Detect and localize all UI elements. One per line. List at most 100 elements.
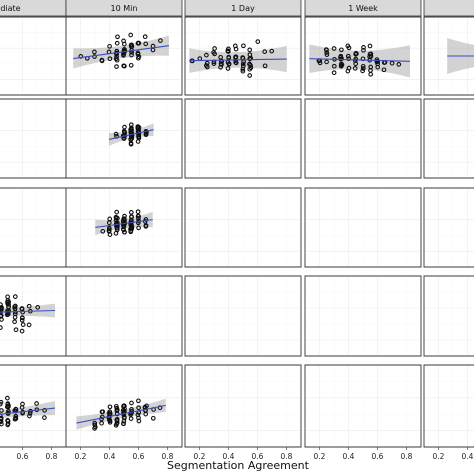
scatter-point: [233, 46, 239, 52]
scatter-point: [0, 310, 3, 316]
scatter-point: [226, 61, 232, 67]
scatter-point: [331, 63, 337, 69]
facet-panel: [65, 275, 183, 357]
facet-panel: [184, 275, 302, 357]
scatter-point: [143, 41, 149, 47]
scatter-point: [121, 403, 127, 409]
x-tick-label: 0.2: [194, 452, 206, 461]
scatter-point: [128, 416, 134, 421]
scatter-point: [361, 45, 366, 50]
scatter-point: [0, 313, 4, 318]
scatter-point: [20, 322, 26, 327]
scatter-point: [107, 56, 113, 62]
facet-strip: 1 Day: [184, 0, 302, 17]
facet-strip: 1: [423, 0, 474, 17]
scatter-point: [368, 54, 374, 59]
scatter-point: [368, 51, 374, 57]
scatter-point: [13, 327, 19, 333]
panel-series: [95, 209, 153, 237]
scatter-point: [19, 315, 25, 320]
scatter-point: [135, 124, 141, 130]
fit-line: [0, 309, 55, 313]
scatter-point: [13, 413, 19, 419]
scatter-point: [233, 54, 239, 60]
scatter-point: [353, 61, 359, 67]
scatter-point: [136, 134, 141, 140]
scatter-point: [6, 304, 11, 309]
panel-series: [309, 43, 410, 78]
scatter-point: [128, 62, 134, 68]
scatter-point: [122, 129, 127, 135]
panel-series: [73, 32, 170, 69]
scatter-point: [113, 230, 119, 236]
scatter-point: [5, 404, 11, 410]
scatter-point: [360, 68, 365, 74]
scatter-point: [135, 213, 141, 219]
panel-background: [423, 187, 474, 268]
scatter-point: [396, 62, 402, 67]
scatter-point: [368, 68, 373, 73]
scatter-point: [135, 50, 141, 56]
facet-strip: 10 Min: [65, 0, 183, 17]
x-tick-label: 0.2: [75, 452, 87, 461]
scatter-point: [269, 48, 275, 54]
facet-panel: [0, 187, 67, 268]
scatter-point: [115, 34, 120, 40]
scatter-point: [122, 229, 127, 235]
scatter-point: [114, 417, 120, 423]
scatter-point: [92, 422, 98, 428]
x-tick-label: 0.8: [46, 452, 58, 461]
scatter-point: [120, 407, 126, 413]
facet-panel: [304, 98, 422, 179]
scatter-point: [107, 43, 112, 49]
scatter-point: [0, 415, 4, 421]
x-tick-label: 0.6: [133, 452, 145, 461]
scatter-point: [375, 61, 380, 67]
scatter-point: [106, 226, 112, 232]
facet-panel: [304, 187, 422, 268]
scatter-point: [0, 308, 3, 314]
scatter-point: [5, 310, 11, 316]
scatter-point: [122, 63, 127, 69]
scatter-point: [360, 63, 366, 69]
scatter-point: [367, 43, 373, 49]
scatter-point: [0, 399, 4, 405]
panel-border: [65, 364, 183, 448]
strip-background: [65, 0, 183, 17]
scatter-point: [143, 132, 149, 138]
scatter-point: [19, 405, 25, 410]
panel-border: [423, 364, 474, 448]
scatter-point: [99, 414, 105, 420]
scatter-point: [0, 325, 3, 330]
panel-background: [423, 364, 474, 448]
x-tick-label: 0.6: [17, 452, 29, 461]
strip-label: 1 Week: [348, 4, 378, 13]
scatter-point: [114, 64, 119, 69]
scatter-point: [375, 59, 381, 64]
scatter-point: [136, 415, 141, 421]
panel-background: [0, 16, 67, 96]
x-axis: 0.2 0.4 0.6 0.8: [194, 447, 293, 461]
scatter-point: [338, 63, 344, 69]
panel-border: [184, 364, 302, 448]
scatter-point: [113, 56, 119, 62]
scatter-point: [42, 407, 47, 413]
panel-border: [423, 98, 474, 179]
fit-line: [108, 129, 154, 140]
scatter-point: [13, 406, 19, 412]
scatter-point: [92, 54, 97, 59]
panel-border: [65, 275, 183, 357]
panel-background: [423, 275, 474, 357]
scatter-point: [121, 227, 126, 233]
scatter-point: [136, 398, 141, 404]
panel-border: [184, 98, 302, 179]
scatter-point: [247, 47, 253, 53]
confidence-band: [309, 44, 410, 78]
scatter-point: [211, 61, 217, 66]
scatter-point: [346, 56, 352, 62]
scatter-point: [150, 415, 156, 421]
strip-background: [184, 0, 302, 17]
scatter-point: [143, 224, 149, 229]
scatter-point: [135, 209, 141, 215]
scatter-point: [345, 53, 351, 59]
